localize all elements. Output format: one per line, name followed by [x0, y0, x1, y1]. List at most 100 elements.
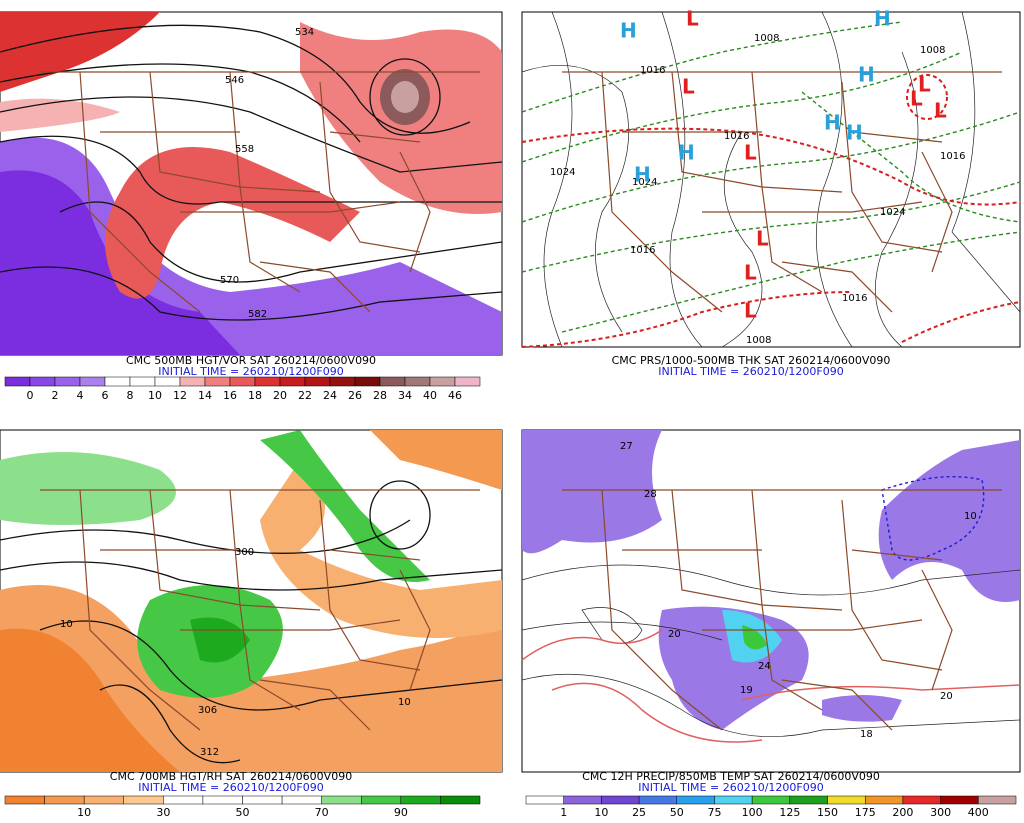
- contour-label: 24: [758, 661, 771, 672]
- colorbar-swatch: [163, 795, 204, 805]
- initial-time: INITIAL TIME = 260210/1200F090: [638, 781, 823, 794]
- caption: CMC PRS/1000-500MB THK SAT 260214/0600V0…: [612, 354, 891, 367]
- colorbar-swatch: [29, 376, 56, 387]
- colorbar-swatch: [601, 795, 640, 805]
- caption: CMC 700MB HGT/RH SAT 260214/0600V090: [110, 770, 352, 783]
- caption: CMC 500MB HGT/VOR SAT 260214/0600V090: [126, 354, 376, 367]
- colorbar-label: 100: [742, 806, 763, 819]
- contour-label: 27: [620, 441, 633, 452]
- colorbar-swatch: [454, 376, 481, 387]
- colorbar-swatch: [229, 376, 256, 387]
- high-center: H: [824, 111, 841, 135]
- colorbar-swatch: [751, 795, 791, 805]
- colorbar-label: 400: [968, 806, 989, 819]
- colorbar-swatch: [940, 795, 979, 805]
- contour-label: 570: [220, 275, 239, 286]
- colorbar-swatch: [202, 795, 243, 805]
- colorbar-swatch: [204, 376, 231, 387]
- contour-label: 19: [740, 685, 753, 696]
- colorbar-swatch: [379, 376, 406, 387]
- colorbar-label: 16: [223, 389, 237, 402]
- colorbar-label: 40: [423, 389, 437, 402]
- initial-time: INITIAL TIME = 260210/1200F090: [138, 781, 323, 794]
- colorbar-label: 90: [394, 806, 408, 819]
- colorbar-swatch: [242, 795, 283, 805]
- colorbar-swatch: [44, 795, 85, 805]
- initial-time: INITIAL TIME = 260210/1200F090: [158, 365, 343, 378]
- contour-label: 300: [235, 547, 254, 558]
- high-center: H: [678, 141, 695, 165]
- colorbar-label: 24: [323, 389, 337, 402]
- low-center: L: [756, 227, 769, 251]
- colorbar-label: 175: [855, 806, 876, 819]
- contour-label: 1016: [724, 131, 749, 142]
- contour-label: 10: [60, 619, 73, 630]
- colorbar-swatch: [279, 376, 306, 387]
- colorbar: 1 10 25 50 75 100 125 150 175 200 300 400: [525, 795, 1017, 819]
- low-center: L: [744, 141, 757, 165]
- colorbar-swatch: [902, 795, 941, 805]
- colorbar-label: 12: [173, 389, 187, 402]
- colorbar-swatch: [304, 376, 331, 387]
- low-center: L: [744, 261, 757, 285]
- high-center: H: [846, 121, 863, 145]
- colorbar-swatch: [400, 795, 441, 805]
- contour-label: 1016: [640, 65, 665, 76]
- contour-label: 1024: [550, 167, 575, 178]
- colorbar-label: 70: [315, 806, 329, 819]
- initial-time: INITIAL TIME = 260210/1200F090: [658, 365, 843, 378]
- colorbar-swatch: [404, 376, 431, 387]
- colorbar-label: 10: [594, 806, 608, 819]
- low-center: L: [934, 99, 947, 123]
- contour-label: 20: [940, 691, 953, 702]
- colorbar-label: 26: [348, 389, 362, 402]
- contour-label: 18: [860, 729, 873, 740]
- contour-label: 1024: [632, 177, 657, 188]
- contour-label: 582: [248, 309, 267, 320]
- colorbar-swatch: [79, 376, 106, 387]
- high-center: H: [874, 7, 891, 31]
- colorbar-swatch: [429, 376, 456, 387]
- colorbar-label: 50: [670, 806, 684, 819]
- low-center: L: [682, 75, 695, 99]
- colorbar-swatch: [54, 376, 81, 387]
- low-center: L: [686, 7, 699, 31]
- colorbar-swatch: [714, 795, 753, 805]
- colorbar: 0 2 4 6 8 10 12 14 16 18 20 22 24 26 28 34 40 46: [4, 376, 481, 402]
- contour-label: 312: [200, 747, 219, 758]
- colorbar-label: 14: [198, 389, 212, 402]
- high-center: H: [620, 19, 637, 43]
- colorbar-label: 46: [448, 389, 462, 402]
- contour-label: 10: [964, 511, 977, 522]
- colorbar-label: 22: [298, 389, 312, 402]
- caption: CMC 12H PRECIP/850MB TEMP SAT 260214/060…: [582, 770, 880, 783]
- colorbar-swatch: [281, 795, 322, 805]
- contour-label: 558: [235, 144, 254, 155]
- colorbar-label: 18: [248, 389, 262, 402]
- high-center: H: [858, 63, 875, 87]
- colorbar-swatch: [4, 376, 31, 387]
- colorbar-label: 10: [148, 389, 162, 402]
- colorbar-swatch: [676, 795, 715, 805]
- colorbar-swatch: [525, 795, 564, 805]
- contour-label: 1008: [920, 45, 945, 56]
- colorbar-swatch: [563, 795, 602, 805]
- low-center: L: [918, 73, 931, 97]
- colorbar-swatch: [329, 376, 356, 387]
- contour-label: 1016: [842, 293, 867, 304]
- colorbar-label: 28: [373, 389, 387, 402]
- colorbar-swatch: [638, 795, 678, 805]
- low-center: L: [744, 299, 757, 323]
- contour-label: 1016: [940, 151, 965, 162]
- colorbar-swatch: [104, 376, 131, 387]
- colorbar-label: 8: [127, 389, 134, 402]
- contour-label: 546: [225, 75, 244, 86]
- colorbar: 10 30 50 70 90: [4, 795, 481, 819]
- colorbar-swatch: [789, 795, 828, 805]
- colorbar-swatch: [254, 376, 281, 387]
- colorbar-swatch: [864, 795, 904, 805]
- panel-pressure: 1016 1008 1016 1024 1024 1016 1016 1008 …: [521, 7, 1021, 348]
- colorbar-swatch: [354, 376, 381, 387]
- colorbar-label: 6: [102, 389, 109, 402]
- colorbar-swatch: [440, 795, 481, 805]
